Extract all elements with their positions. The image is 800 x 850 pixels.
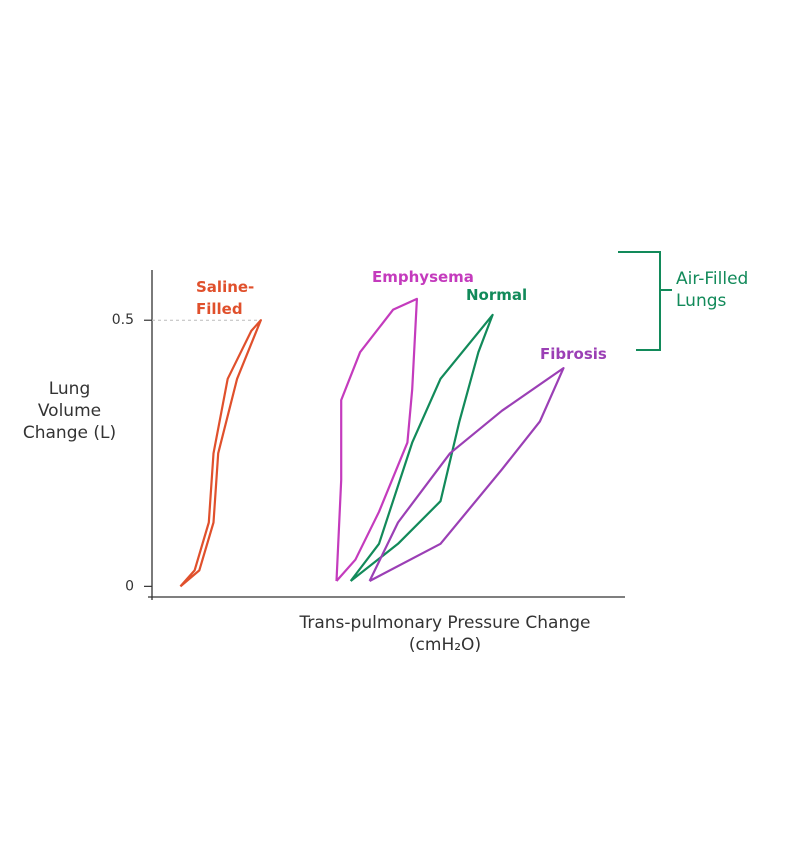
series-label: Fibrosis bbox=[540, 345, 607, 363]
loop-curve bbox=[335, 297, 418, 582]
bracket bbox=[618, 251, 672, 351]
series-label: Emphysema bbox=[372, 268, 474, 286]
x-axis-label: Trans-pulmonary Pressure Change (cmH₂O) bbox=[299, 613, 591, 655]
series-label: Normal bbox=[466, 286, 528, 304]
series-label: Saline-Filled bbox=[196, 278, 255, 318]
y-axis-label: Lung Volume Change (L) bbox=[22, 379, 117, 443]
loop-curve bbox=[349, 313, 494, 582]
y-tick-label: 0.5 bbox=[112, 312, 134, 328]
loop-curve bbox=[179, 319, 262, 588]
annotation: Air-Filled Lungs bbox=[676, 269, 749, 311]
loop-curve bbox=[368, 367, 565, 582]
y-tick-label: 0 bbox=[125, 578, 134, 594]
